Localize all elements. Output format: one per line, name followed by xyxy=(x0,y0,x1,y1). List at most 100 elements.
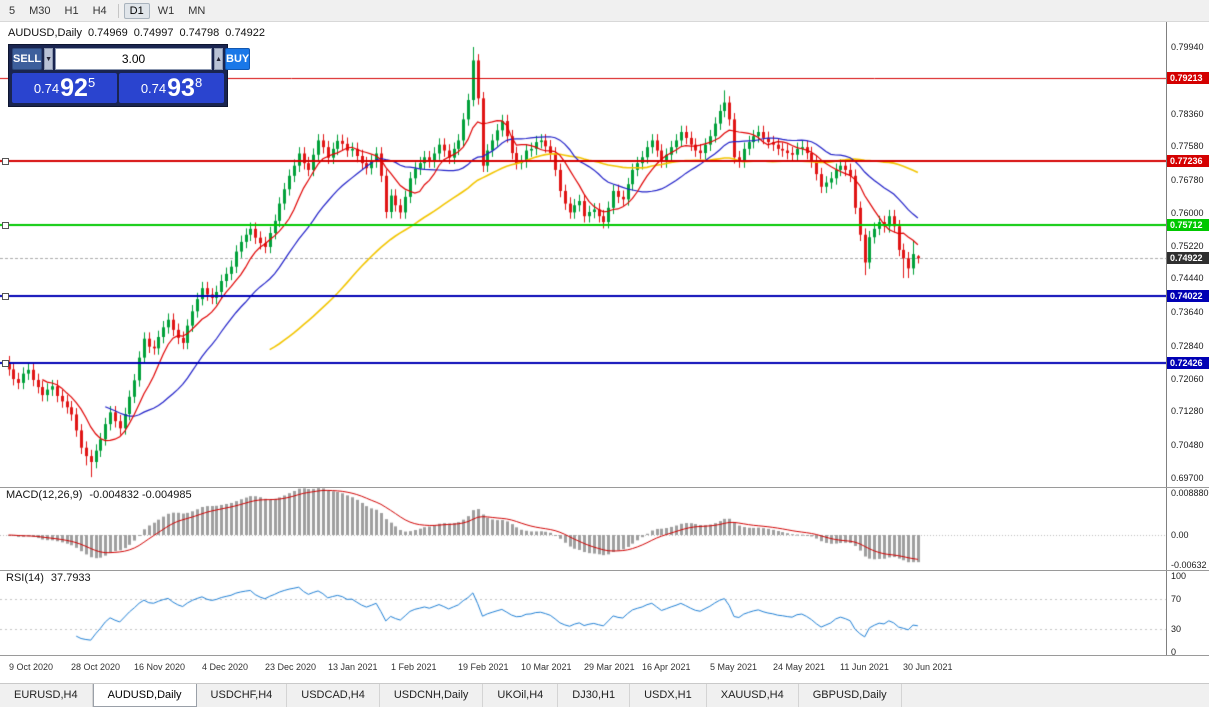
chart-tab-dj30[interactable]: DJ30,H1 xyxy=(558,684,631,707)
macd-values: -0.004832 -0.004985 xyxy=(89,489,192,501)
one-click-trading-panel: SELL ▼ ▲ BUY 0.74 92 5 0.74 93 8 xyxy=(8,44,251,107)
timeframe-button-h4[interactable]: H4 xyxy=(92,4,107,17)
chart-tab-usdcad[interactable]: USDCAD,H4 xyxy=(287,684,380,707)
price-axis-label: 0.72840 xyxy=(1171,341,1204,351)
sell-button[interactable]: SELL xyxy=(12,48,43,70)
quote-open: 0.74969 xyxy=(87,27,128,39)
price-axis-label: 0.76000 xyxy=(1171,208,1204,218)
chart-window: AUDUSD,Daily 0.74969 0.74997 0.74798 0.74922… xyxy=(0,22,1209,682)
buy-price-display: 0.74 93 8 xyxy=(119,73,224,103)
date-label: 5 May 2021 xyxy=(710,662,758,672)
buy-price-pips: 93 xyxy=(167,74,195,102)
price-tag: 0.74922 xyxy=(1167,252,1209,264)
sell-price-display: 0.74 92 5 xyxy=(12,73,117,103)
chart-tab-usdcnh[interactable]: USDCNH,Daily xyxy=(380,684,484,707)
buy-button[interactable]: BUY xyxy=(225,48,251,70)
price-axis-label: 0.76780 xyxy=(1171,175,1204,185)
toolbar-separator xyxy=(117,3,119,18)
macd-axis-label: -0.00632 xyxy=(1171,560,1207,570)
date-label: 1 Feb 2021 xyxy=(391,662,437,672)
timeframe-button-mn[interactable]: MN xyxy=(188,4,206,17)
macd-axis-label: 0.00 xyxy=(1171,530,1189,540)
quote-close: 0.74922 xyxy=(225,27,266,39)
price-tag: 0.75712 xyxy=(1167,219,1209,231)
price-axis-label: 0.73640 xyxy=(1171,307,1204,317)
date-label: 24 May 2021 xyxy=(773,662,826,672)
macd-axis-label: 0.008880 xyxy=(1171,488,1209,498)
price-tag: 0.72426 xyxy=(1167,357,1209,369)
chart-tab-ukoil[interactable]: UKOil,H4 xyxy=(483,684,559,707)
panel-separator[interactable] xyxy=(0,487,1209,488)
hline-handle[interactable] xyxy=(2,360,9,367)
chart-tab-audusd[interactable]: AUDUSD,Daily xyxy=(92,684,197,707)
triangle-up-icon: ▲ xyxy=(215,55,222,63)
chart-tab-gbpusd[interactable]: GBPUSD,Daily xyxy=(799,684,902,707)
panel-separator[interactable] xyxy=(0,570,1209,571)
triangle-down-icon: ▼ xyxy=(45,55,53,63)
price-axis-label: 0.69700 xyxy=(1171,473,1204,483)
buy-price-prefix: 0.74 xyxy=(140,80,167,96)
chart-tab-usdx[interactable]: USDX,H1 xyxy=(630,684,707,707)
sell-price-pips: 92 xyxy=(60,74,88,102)
price-axis-label: 0.78360 xyxy=(1171,109,1204,119)
quote-header: AUDUSD,Daily 0.74969 0.74997 0.74798 0.74922 xyxy=(8,27,271,39)
price-axis[interactable]: 0.799400.791600.783600.775800.767800.760… xyxy=(1166,22,1209,657)
date-label: 11 Jun 2021 xyxy=(840,662,889,672)
macd-title: MACD(12,26,9) xyxy=(6,489,83,501)
date-label: 16 Nov 2020 xyxy=(134,662,186,672)
trade-prices-row: 0.74 92 5 0.74 93 8 xyxy=(12,73,224,103)
rsi-axis-label: 0 xyxy=(1171,647,1177,657)
macd-indicator-label: MACD(12,26,9) -0.004832 -0.004985 xyxy=(6,489,192,501)
price-tag: 0.74022 xyxy=(1167,290,1209,302)
timeframe-button-5[interactable]: 5 xyxy=(9,4,16,17)
date-label: 13 Jan 2021 xyxy=(328,662,378,672)
price-axis-label: 0.72060 xyxy=(1171,374,1204,384)
timeframe-button-w1[interactable]: W1 xyxy=(157,4,175,17)
chart-tab-xauusd[interactable]: XAUUSD,H4 xyxy=(707,684,799,707)
hline-handle[interactable] xyxy=(2,158,9,165)
price-axis-label: 0.71280 xyxy=(1171,406,1204,416)
quote-low: 0.74798 xyxy=(179,27,220,39)
price-tag: 0.77236 xyxy=(1167,155,1209,167)
rsi-axis-label: 30 xyxy=(1171,624,1182,634)
sell-price-point: 5 xyxy=(87,75,96,90)
date-label: 30 Jun 2021 xyxy=(903,662,953,672)
price-axis-label: 0.70480 xyxy=(1171,440,1204,450)
price-axis-label: 0.75220 xyxy=(1171,241,1204,251)
quote-high: 0.74997 xyxy=(133,27,174,39)
chart-tab-bar: EURUSD,H4 AUDUSD,Daily USDCHF,H4 USDCAD,H4 U… xyxy=(0,683,1209,707)
rsi-title: RSI(14) xyxy=(6,572,44,584)
panel-separator[interactable] xyxy=(0,655,1209,656)
date-label: 9 Oct 2020 xyxy=(9,662,54,672)
date-label: 23 Dec 2020 xyxy=(265,662,317,672)
hline-handle[interactable] xyxy=(2,293,9,300)
date-label: 19 Feb 2021 xyxy=(458,662,509,672)
chart-tab-usdchf[interactable]: USDCHF,H4 xyxy=(197,684,288,707)
sell-price-prefix: 0.74 xyxy=(33,80,60,96)
date-label: 28 Oct 2020 xyxy=(71,662,121,672)
rsi-indicator-label: RSI(14) 37.7933 xyxy=(6,572,91,584)
buy-price-point: 8 xyxy=(194,75,203,90)
price-axis-label: 0.74440 xyxy=(1171,273,1204,283)
price-axis-label: 0.79940 xyxy=(1171,42,1204,52)
timeframe-button-h1[interactable]: H1 xyxy=(64,4,79,17)
rsi-value: 37.7933 xyxy=(50,572,91,584)
lot-increase-button[interactable]: ▲ xyxy=(214,48,223,70)
symbol-period-label: AUDUSD,Daily xyxy=(8,27,82,39)
rsi-axis-label: 70 xyxy=(1171,594,1182,604)
hline-handle[interactable] xyxy=(2,222,9,229)
date-label: 10 Mar 2021 xyxy=(521,662,572,672)
timeframe-button-m30[interactable]: M30 xyxy=(29,4,51,17)
trade-controls-row: SELL ▼ ▲ BUY xyxy=(12,48,251,70)
chart-canvas[interactable] xyxy=(0,22,1166,655)
timeframe-button-d1[interactable]: D1 xyxy=(123,2,150,19)
price-tag: 0.79213 xyxy=(1167,72,1209,84)
price-axis-label: 0.77580 xyxy=(1171,141,1204,151)
date-label: 16 Apr 2021 xyxy=(642,662,691,672)
chart-tab-eurusd[interactable]: EURUSD,H4 xyxy=(0,684,93,707)
lot-decrease-button[interactable]: ▼ xyxy=(44,48,54,70)
date-label: 4 Dec 2020 xyxy=(202,662,249,672)
date-label: 29 Mar 2021 xyxy=(584,662,635,672)
time-axis[interactable]: 9 Oct 2020 28 Oct 2020 16 Nov 2020 4 Dec 20… xyxy=(0,655,1209,682)
lot-size-input[interactable] xyxy=(55,48,213,70)
